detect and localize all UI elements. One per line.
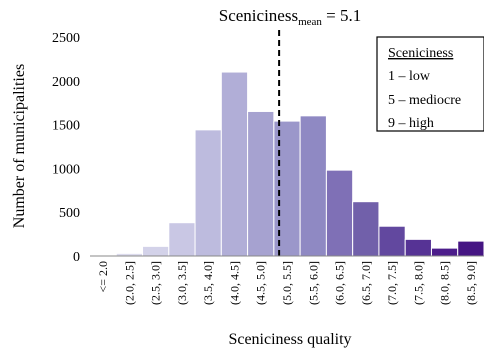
bar-4: [194, 129, 222, 257]
chart-title: Scenicinessmean = 5.1: [219, 6, 362, 28]
x-tick-label: <= 2.0: [96, 261, 110, 293]
y-tick-label: 500: [59, 206, 80, 221]
y-tick-label: 1500: [52, 119, 80, 134]
legend-box: [376, 36, 484, 132]
x-tick-label: (5.5, 6.0]: [306, 261, 320, 305]
y-axis-ticks: 0 500 1000 1500 2000 2500: [52, 31, 80, 265]
x-tick-label: (3.0, 3.5]: [175, 261, 189, 305]
x-tick-label: (8.5, 9.0]: [464, 261, 478, 305]
bar-6: [247, 110, 275, 257]
bar-9: [325, 169, 354, 257]
x-tick-label: (6.0, 6.5]: [333, 261, 347, 305]
title-subscript: mean: [298, 16, 322, 28]
x-axis-ticks: <= 2.0 (2.0, 2.5] (2.5, 3.0] (3.0, 3.5] (3.5…: [96, 261, 478, 305]
bar-13: [430, 247, 459, 257]
legend-title: Sceniciness: [388, 46, 453, 61]
y-tick-label: 2500: [52, 31, 80, 46]
x-tick-label: (8.0, 8.5]: [438, 261, 452, 305]
x-tick-label: (7.0, 7.5]: [385, 261, 399, 305]
legend-item-mediocre: 5 – mediocre: [388, 93, 461, 108]
title-prefix: Sceniciness: [219, 6, 298, 25]
bars-layer: [89, 71, 484, 257]
y-tick-label: 2000: [52, 75, 80, 90]
bar-8: [299, 115, 327, 257]
x-tick-label: (7.5, 8.0]: [411, 261, 425, 305]
bar-5: [220, 71, 249, 257]
bar-7: [273, 120, 301, 257]
bar-12: [404, 238, 432, 257]
x-tick-label: (4.0, 4.5]: [227, 261, 241, 305]
title-suffix: = 5.1: [322, 6, 361, 25]
x-tick-label: (4.5, 5.0]: [254, 261, 268, 305]
y-axis-label: Number of municipalities: [11, 64, 28, 228]
bar-3: [168, 222, 196, 257]
legend-item-low: 1 – low: [388, 69, 431, 84]
bar-14: [457, 240, 484, 257]
x-tick-label: (3.5, 4.0]: [201, 261, 215, 305]
x-tick-label: (2.5, 3.0]: [149, 261, 163, 305]
x-axis-label: Sceniciness quality: [228, 331, 351, 348]
legend-item-high: 9 – high: [388, 116, 434, 131]
legend: Sceniciness 1 – low 5 – mediocre 9 – hig…: [376, 36, 484, 132]
x-tick-label: (5.0, 5.5]: [280, 261, 294, 305]
bar-11: [378, 225, 406, 257]
bar-2: [142, 245, 170, 257]
x-tick-label: (2.0, 2.5]: [122, 261, 136, 305]
x-tick-label: (6.5, 7.0]: [359, 261, 373, 305]
y-tick-label: 0: [73, 250, 80, 265]
bar-10: [352, 201, 380, 257]
y-tick-label: 1000: [52, 162, 80, 177]
